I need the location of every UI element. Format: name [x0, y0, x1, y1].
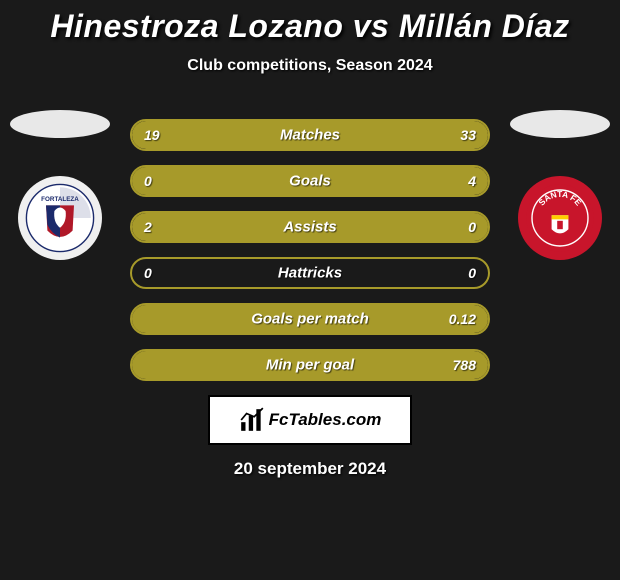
season-subtitle: Club competitions, Season 2024: [0, 57, 620, 75]
svg-text:FORTALEZA: FORTALEZA: [41, 196, 79, 203]
right-player-oval: [510, 110, 610, 138]
stat-bar: Min per goal 788: [130, 349, 490, 381]
stat-bar: Assists 2 0: [130, 211, 490, 243]
stat-bar-fill-right: [484, 213, 488, 241]
stat-bar: Matches 19 33: [130, 119, 490, 151]
stat-value-left: 0: [144, 173, 152, 189]
left-crest-icon: FORTALEZA: [25, 183, 95, 253]
stat-value-right: 4: [468, 173, 476, 189]
stat-value-left: 19: [144, 127, 160, 143]
fctables-logo: FcTables.com: [208, 395, 412, 445]
comparison-title: Hinestroza Lozano vs Millán Díaz: [0, 0, 620, 45]
right-club-crest: SANTA FE: [518, 176, 602, 260]
stat-value-right: 0: [468, 219, 476, 235]
left-club-crest: FORTALEZA: [18, 176, 102, 260]
stat-label: Goals: [289, 173, 331, 190]
stat-value-right: 788: [453, 357, 476, 373]
stat-label: Min per goal: [266, 357, 354, 374]
chart-icon: [239, 407, 265, 433]
stat-bar: Goals per match 0.12: [130, 303, 490, 335]
stat-label: Assists: [283, 219, 336, 236]
right-player-column: SANTA FE: [510, 110, 610, 260]
stat-value-left: 0: [144, 265, 152, 281]
stat-bar: Goals 0 4: [130, 165, 490, 197]
stat-value-right: 0.12: [449, 311, 476, 327]
stat-label: Goals per match: [251, 311, 369, 328]
stat-value-left: 2: [144, 219, 152, 235]
logo-text: FcTables.com: [269, 410, 382, 430]
stat-label: Matches: [280, 127, 340, 144]
stat-value-right: 0: [468, 265, 476, 281]
left-player-column: FORTALEZA: [10, 110, 110, 260]
right-crest-icon: SANTA FE: [525, 183, 595, 253]
left-player-oval: [10, 110, 110, 138]
stat-value-right: 33: [460, 127, 476, 143]
stat-label: Hattricks: [278, 265, 342, 282]
snapshot-date: 20 september 2024: [0, 459, 620, 479]
stat-bar: Hattricks 0 0: [130, 257, 490, 289]
